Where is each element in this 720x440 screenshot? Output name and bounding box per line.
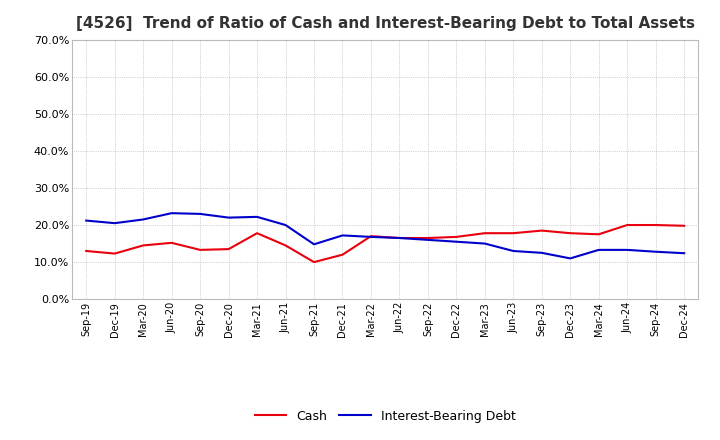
- Cash: [509, 231, 518, 236]
- Cash: [139, 243, 148, 248]
- Cash: [537, 228, 546, 233]
- Interest-Bearing Debt: [566, 256, 575, 261]
- Interest-Bearing Debt: [338, 233, 347, 238]
- Cash: [196, 247, 204, 253]
- Title: [4526]  Trend of Ratio of Cash and Interest-Bearing Debt to Total Assets: [4526] Trend of Ratio of Cash and Intere…: [76, 16, 695, 32]
- Cash: [423, 235, 432, 241]
- Cash: [395, 235, 404, 241]
- Interest-Bearing Debt: [110, 220, 119, 226]
- Cash: [652, 222, 660, 227]
- Line: Cash: Cash: [86, 225, 684, 262]
- Legend: Cash, Interest-Bearing Debt: Cash, Interest-Bearing Debt: [250, 405, 521, 428]
- Cash: [366, 234, 375, 239]
- Cash: [566, 231, 575, 236]
- Cash: [452, 234, 461, 239]
- Interest-Bearing Debt: [253, 214, 261, 220]
- Interest-Bearing Debt: [82, 218, 91, 223]
- Interest-Bearing Debt: [423, 237, 432, 242]
- Interest-Bearing Debt: [196, 211, 204, 216]
- Cash: [253, 231, 261, 236]
- Interest-Bearing Debt: [452, 239, 461, 244]
- Interest-Bearing Debt: [167, 210, 176, 216]
- Interest-Bearing Debt: [537, 250, 546, 256]
- Interest-Bearing Debt: [225, 215, 233, 220]
- Interest-Bearing Debt: [480, 241, 489, 246]
- Interest-Bearing Debt: [680, 250, 688, 256]
- Interest-Bearing Debt: [139, 217, 148, 222]
- Cash: [225, 246, 233, 252]
- Interest-Bearing Debt: [282, 222, 290, 227]
- Cash: [595, 231, 603, 237]
- Line: Interest-Bearing Debt: Interest-Bearing Debt: [86, 213, 684, 258]
- Cash: [480, 231, 489, 236]
- Cash: [167, 240, 176, 246]
- Interest-Bearing Debt: [652, 249, 660, 254]
- Interest-Bearing Debt: [366, 234, 375, 239]
- Cash: [82, 248, 91, 253]
- Cash: [310, 260, 318, 265]
- Cash: [338, 252, 347, 257]
- Interest-Bearing Debt: [310, 242, 318, 247]
- Interest-Bearing Debt: [595, 247, 603, 253]
- Cash: [623, 222, 631, 227]
- Cash: [282, 243, 290, 248]
- Cash: [680, 223, 688, 228]
- Cash: [110, 251, 119, 256]
- Interest-Bearing Debt: [395, 235, 404, 241]
- Interest-Bearing Debt: [509, 248, 518, 253]
- Interest-Bearing Debt: [623, 247, 631, 253]
